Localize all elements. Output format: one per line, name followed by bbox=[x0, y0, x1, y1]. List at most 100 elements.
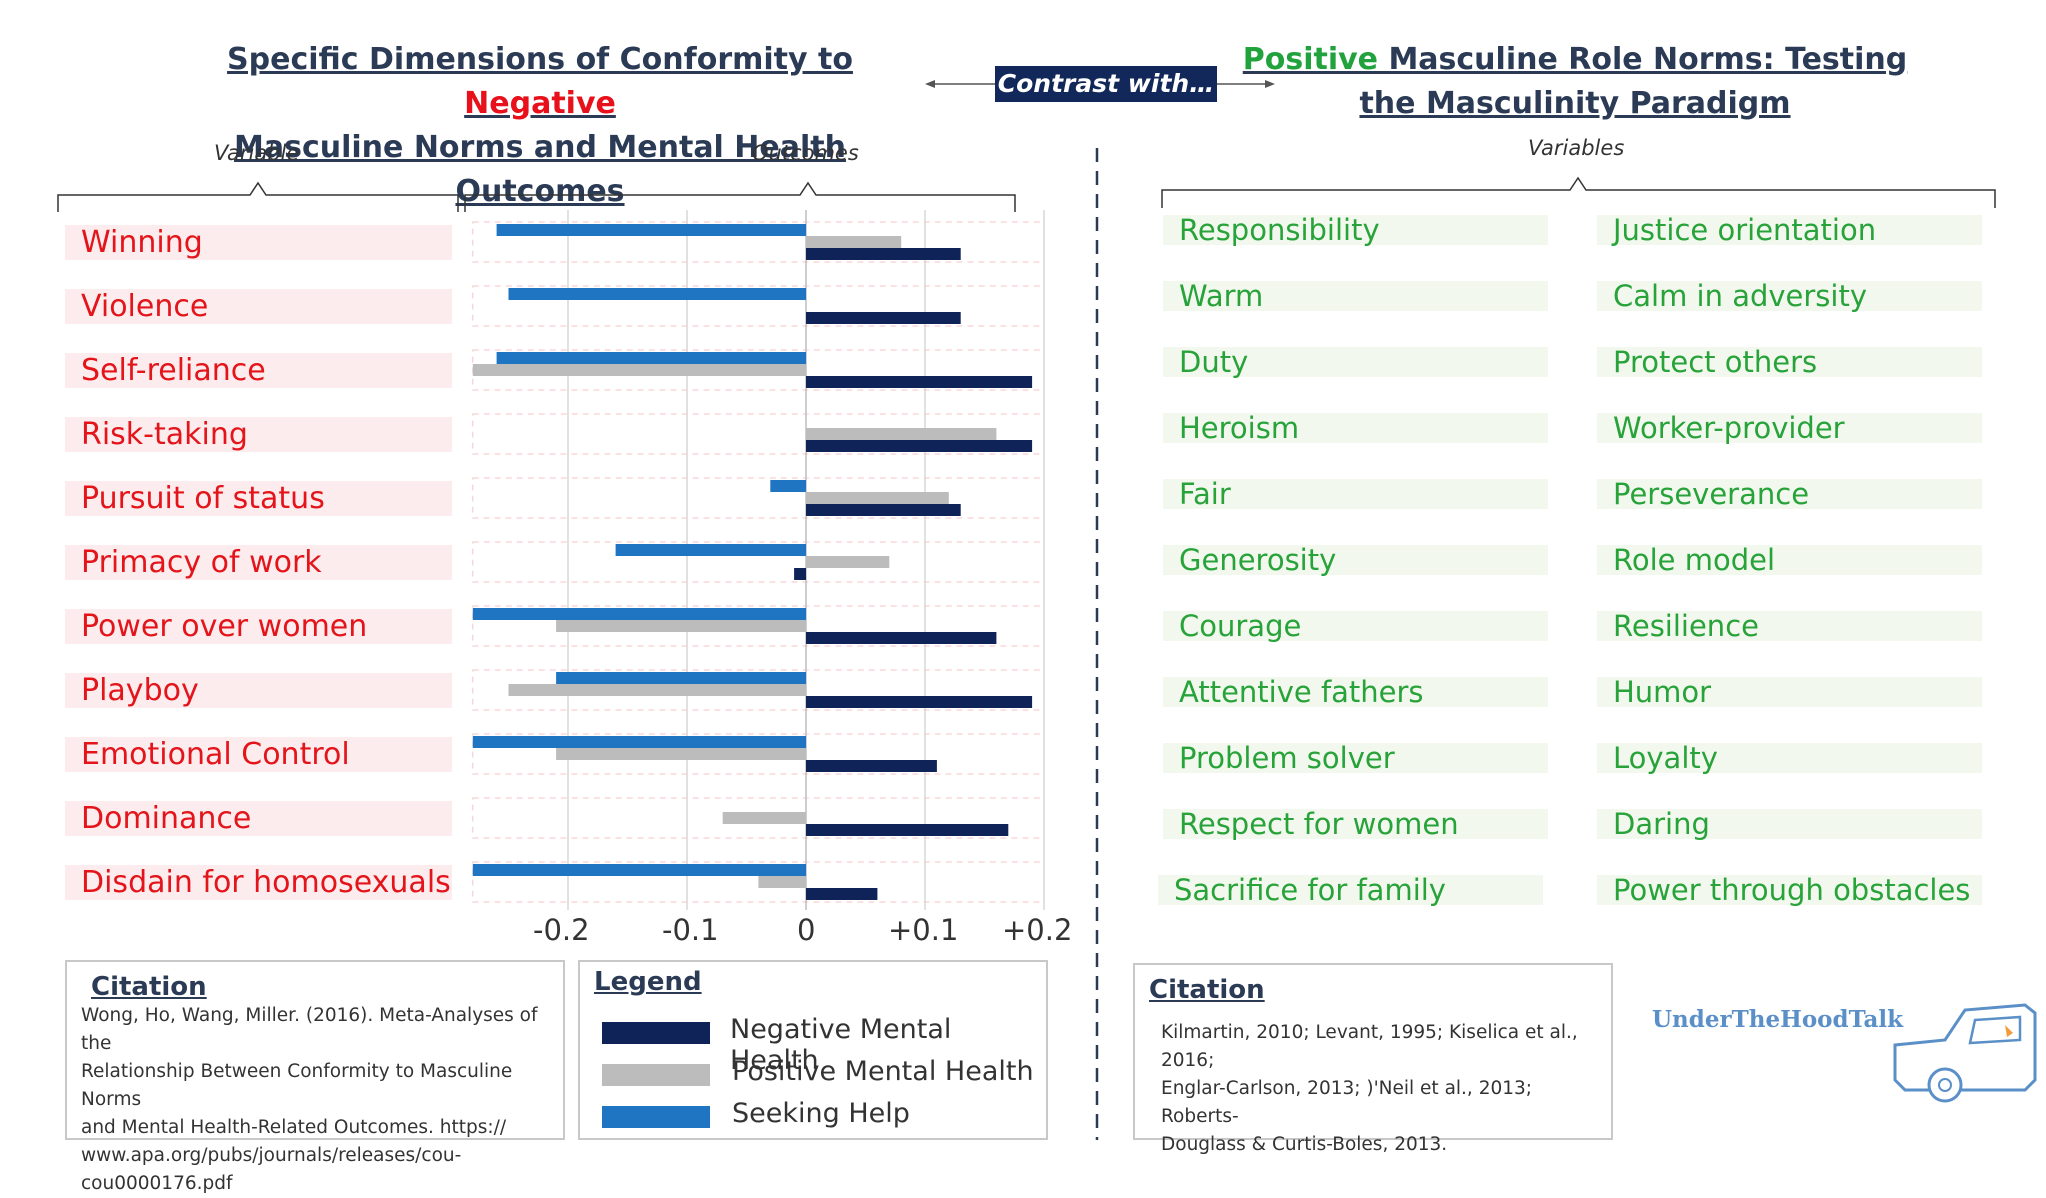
bar-positive-mental-health bbox=[556, 620, 806, 632]
left-title: Specific Dimensions of Conformity to Neg… bbox=[227, 42, 853, 209]
legend-swatch-negative bbox=[602, 1022, 710, 1044]
x-tick-label: -0.2 bbox=[533, 913, 590, 947]
variable-label: Violence bbox=[65, 289, 452, 324]
citation-line: Relationship Between Conformity to Mascu… bbox=[81, 1061, 513, 1110]
bar-seeking-help bbox=[615, 544, 806, 556]
legend-panel: Legend Negative Mental Health Positive M… bbox=[578, 960, 1048, 1140]
legend-swatch-positive bbox=[602, 1064, 710, 1086]
bar-seeking-help bbox=[508, 288, 806, 300]
positive-variable: Loyalty bbox=[1597, 743, 1982, 773]
positive-variable: Calm in adversity bbox=[1597, 281, 1982, 311]
legend-label: Seeking Help bbox=[732, 1098, 910, 1129]
row-guide bbox=[472, 605, 1045, 647]
legend-label: Negative Mental Health bbox=[730, 1014, 952, 1076]
positive-variable: Attentive fathers bbox=[1163, 677, 1548, 707]
variable-label: Dominance bbox=[65, 801, 452, 836]
legend-swatch-help bbox=[602, 1106, 710, 1128]
citation-line: Wong, Ho, Wang, Miller. (2016). Meta-Ana… bbox=[81, 1005, 538, 1054]
variable-label: Power over women bbox=[65, 609, 452, 644]
variable-label: Primacy of work bbox=[65, 545, 452, 580]
bar-seeking-help bbox=[556, 672, 806, 684]
right-title: Positive Masculine Role Norms: Testing t… bbox=[1242, 42, 1908, 121]
row-guide bbox=[472, 541, 1045, 583]
row-guide bbox=[472, 733, 1045, 775]
variable-label: Emotional Control bbox=[65, 737, 452, 772]
variable-label: Winning bbox=[65, 225, 452, 260]
positive-variable: Power through obstacles bbox=[1597, 875, 1982, 905]
bar-positive-mental-health bbox=[806, 556, 890, 568]
bar-positive-mental-health bbox=[556, 748, 806, 760]
variable-label: Disdain for homosexuals bbox=[65, 865, 452, 900]
row-guide bbox=[472, 221, 1045, 263]
positive-variable: Role model bbox=[1597, 545, 1982, 575]
positive-variable: Daring bbox=[1597, 809, 1982, 839]
variable-label: Pursuit of status bbox=[65, 481, 452, 516]
variable-label: Playboy bbox=[65, 673, 452, 708]
brackets bbox=[57, 176, 1996, 212]
bar-seeking-help bbox=[472, 736, 806, 748]
row-guide bbox=[472, 285, 1045, 327]
bar-positive-mental-health bbox=[806, 428, 997, 440]
row-guide bbox=[472, 477, 1045, 519]
row-guide bbox=[472, 669, 1045, 711]
bar-negative-mental-health bbox=[806, 248, 961, 260]
citation-line: www.apa.org/pubs/journals/releases/cou- bbox=[81, 1145, 462, 1166]
bar-negative-mental-health bbox=[806, 312, 961, 324]
positive-variable: Fair bbox=[1163, 479, 1548, 509]
variable-label: Self-reliance bbox=[65, 353, 452, 388]
bar-negative-mental-health bbox=[806, 440, 1033, 452]
legend-label: Positive Mental Health bbox=[732, 1056, 1034, 1087]
citation-line: and Mental Health-Related Outcomes. http… bbox=[81, 1117, 507, 1138]
bar-positive-mental-health bbox=[472, 364, 806, 376]
bar-seeking-help bbox=[496, 224, 806, 236]
bar-negative-mental-health bbox=[806, 888, 878, 900]
bar-negative-mental-health bbox=[806, 760, 937, 772]
bar-negative-mental-health bbox=[806, 824, 1009, 836]
bar-negative-mental-health bbox=[806, 504, 961, 516]
x-tick-label: 0 bbox=[797, 913, 816, 947]
positive-variable: Duty bbox=[1163, 347, 1548, 377]
positive-variable: Perseverance bbox=[1597, 479, 1982, 509]
positive-variable: Problem solver bbox=[1163, 743, 1548, 773]
section-divider bbox=[1095, 148, 1099, 1140]
variables-subheader: Variables bbox=[1528, 136, 1625, 160]
bar-negative-mental-health bbox=[806, 696, 1033, 708]
positive-variable: Warm bbox=[1163, 281, 1548, 311]
positive-variable: Responsibility bbox=[1163, 215, 1548, 245]
bar-positive-mental-health bbox=[508, 684, 806, 696]
x-tick-label: +0.1 bbox=[888, 913, 959, 947]
positive-variable: Courage bbox=[1163, 611, 1548, 641]
left-citation-panel: Citation Wong, Ho, Wang, Miller. (2016).… bbox=[65, 960, 565, 1194]
positive-variable: Worker-provider bbox=[1597, 413, 1982, 443]
positive-variable: Sacrifice for family bbox=[1158, 875, 1543, 905]
positive-variable: Humor bbox=[1597, 677, 1982, 707]
contrast-label: Contrast with… bbox=[995, 66, 1217, 102]
citation-line: cou0000176.pdf bbox=[81, 1173, 233, 1194]
negative-word: Negative bbox=[464, 86, 616, 121]
positive-variable: Justice orientation bbox=[1597, 215, 1982, 245]
citation-line: Douglass & Curtis-Boles, 2013. bbox=[1161, 1134, 1448, 1155]
bar-positive-mental-health bbox=[806, 492, 949, 504]
car-icon bbox=[1893, 1003, 2037, 1103]
bar-seeking-help bbox=[496, 352, 806, 364]
bar-positive-mental-health bbox=[806, 236, 902, 248]
variable-subheader: Variable bbox=[214, 141, 300, 165]
legend-title: Legend bbox=[594, 967, 702, 997]
positive-variable: Generosity bbox=[1163, 545, 1548, 575]
right-citation-panel: Citation Kilmartin, 2010; Levant, 1995; … bbox=[1133, 963, 1613, 1155]
bar-negative-mental-health bbox=[794, 568, 806, 580]
bar-negative-mental-health bbox=[806, 632, 997, 644]
positive-variable: Resilience bbox=[1597, 611, 1982, 641]
bar-positive-mental-health bbox=[722, 812, 806, 824]
positive-variable: Protect others bbox=[1597, 347, 1982, 377]
row-guide bbox=[472, 861, 1045, 903]
bar-seeking-help bbox=[770, 480, 806, 492]
x-tick-label: -0.1 bbox=[662, 913, 719, 947]
outcomes-subheader: Outcomes bbox=[752, 141, 859, 165]
x-tick-label: +0.2 bbox=[1002, 913, 1073, 947]
bar-negative-mental-health bbox=[806, 376, 1033, 388]
row-guide bbox=[472, 797, 1045, 839]
bar-seeking-help bbox=[472, 608, 806, 620]
positive-word: Positive bbox=[1242, 42, 1378, 77]
variable-label: Risk-taking bbox=[65, 417, 452, 452]
